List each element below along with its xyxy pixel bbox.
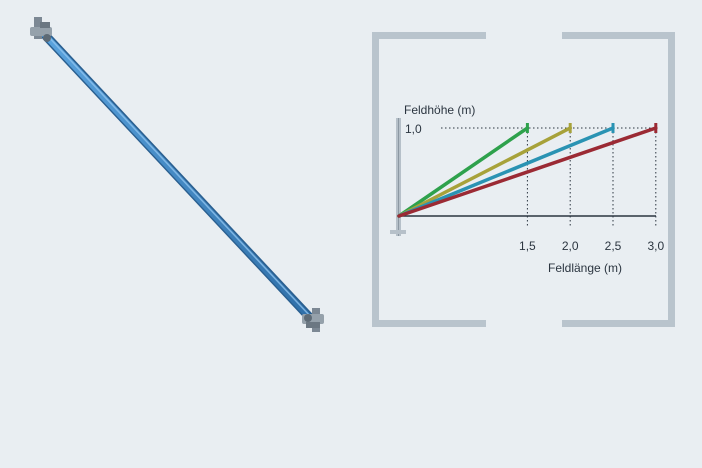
brace-line-2-5 (397, 123, 615, 218)
x-tick-label: 3,0 (647, 239, 664, 253)
y-tick-label: 1,0 (405, 122, 422, 136)
x-tick-label: 2,0 (562, 239, 579, 253)
brace-line-1-5 (397, 123, 530, 218)
y-axis-title: Feldhöhe (m) (404, 103, 475, 117)
brace-lines (397, 123, 658, 218)
diagonal-brace-illustration (30, 17, 324, 332)
diagram-frame (372, 32, 675, 327)
chart-axes (390, 118, 657, 236)
brace-line-3-0 (397, 123, 658, 218)
x-axis-title: Feldlänge (m) (548, 261, 622, 275)
x-tick-label: 2,5 (605, 239, 622, 253)
brace-top-coupler-icon (30, 17, 52, 42)
brace-bottom-coupler-icon (302, 308, 324, 332)
brace-line-2-0 (397, 123, 572, 218)
x-tick-label: 1,5 (519, 239, 536, 253)
